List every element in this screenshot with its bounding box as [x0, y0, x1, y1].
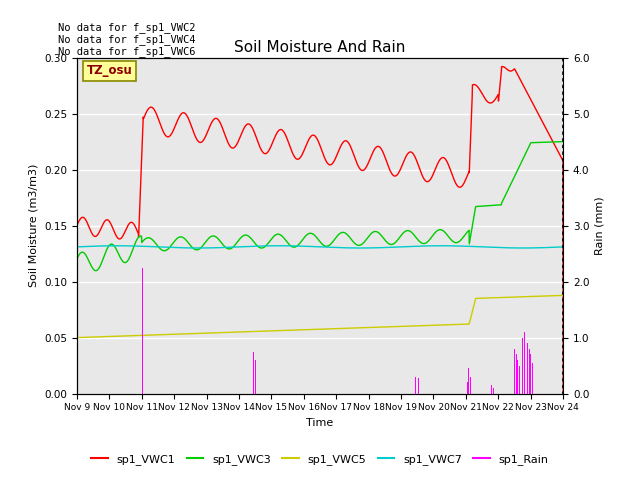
Bar [467, 383, 468, 394]
Text: No data for f_sp1_VWC6: No data for f_sp1_VWC6 [58, 46, 195, 57]
Bar [468, 369, 469, 394]
Bar [493, 388, 494, 394]
Bar [532, 363, 533, 394]
Title: Soil Moisture And Rain: Soil Moisture And Rain [234, 40, 406, 55]
Bar [142, 268, 143, 394]
Bar [522, 337, 523, 394]
Bar [415, 377, 416, 394]
Bar [521, 346, 522, 394]
Legend: sp1_VWC1, sp1_VWC3, sp1_VWC5, sp1_VWC7, sp1_Rain: sp1_VWC1, sp1_VWC3, sp1_VWC5, sp1_VWC7, … [87, 450, 553, 469]
Text: TZ_osu: TZ_osu [86, 64, 132, 77]
Bar [524, 332, 525, 394]
Bar [253, 351, 254, 394]
X-axis label: Time: Time [307, 418, 333, 428]
Bar [519, 366, 520, 394]
Text: No data for f_sp1_VWC2: No data for f_sp1_VWC2 [58, 22, 195, 33]
Y-axis label: Soil Moisture (m3/m3): Soil Moisture (m3/m3) [28, 164, 38, 288]
Bar [525, 326, 526, 394]
Bar [527, 343, 528, 394]
Bar [465, 381, 467, 394]
Text: No data for f_sp1_VWC4: No data for f_sp1_VWC4 [58, 34, 195, 45]
Y-axis label: Rain (mm): Rain (mm) [595, 196, 605, 255]
Bar [470, 377, 471, 394]
Bar [514, 349, 515, 394]
Bar [517, 360, 518, 394]
